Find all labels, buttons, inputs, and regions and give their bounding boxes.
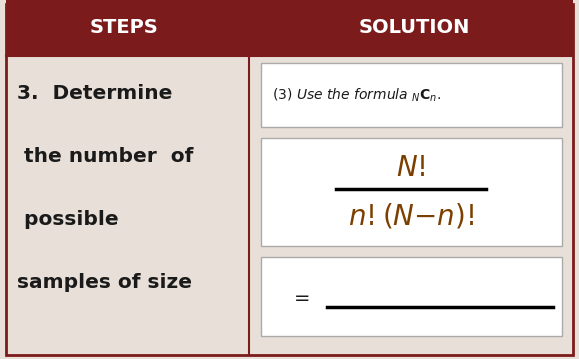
FancyBboxPatch shape <box>261 63 562 127</box>
FancyBboxPatch shape <box>6 0 573 56</box>
FancyBboxPatch shape <box>261 257 562 336</box>
Text: samples of size: samples of size <box>17 273 192 292</box>
Text: $\mathit{n}!(\mathit{N}{-}\mathit{n})!$: $\mathit{n}!(\mathit{N}{-}\mathit{n})!$ <box>348 202 474 231</box>
Text: $=$: $=$ <box>290 287 310 306</box>
FancyBboxPatch shape <box>261 138 562 246</box>
Text: SOLUTION: SOLUTION <box>358 18 470 37</box>
Text: STEPS: STEPS <box>90 18 159 37</box>
Text: $\mathit{N}!$: $\mathit{N}!$ <box>396 154 426 182</box>
Text: $(3)$ Use the formula $_{N}\mathbf{C}_{n}.$: $(3)$ Use the formula $_{N}\mathbf{C}_{n… <box>272 87 441 104</box>
Text: possible: possible <box>17 210 119 229</box>
Text: the number  of: the number of <box>17 147 194 166</box>
FancyBboxPatch shape <box>6 4 573 355</box>
Text: 3.  Determine: 3. Determine <box>17 84 173 103</box>
